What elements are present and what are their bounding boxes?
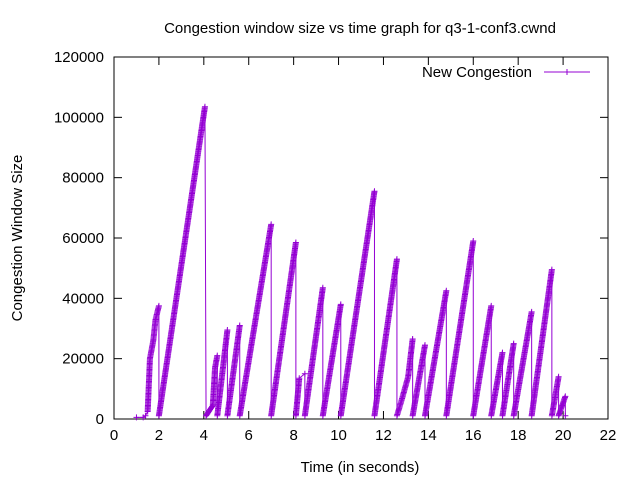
x-tick-label: 6 <box>245 427 253 444</box>
y-tick-label: 60000 <box>62 230 104 247</box>
x-tick-label: 20 <box>555 427 572 444</box>
series-marker-path <box>133 103 569 421</box>
legend: New Congestion <box>422 64 590 81</box>
x-tick-label: 22 <box>600 427 617 444</box>
x-tick-label: 16 <box>465 427 482 444</box>
y-tick-label: 0 <box>96 411 104 428</box>
y-tick-label: 120000 <box>54 49 104 66</box>
y-tick-label: 80000 <box>62 170 104 187</box>
y-axis-ticks: 0 20000 40000 60000 80000 100000 120000 <box>54 49 608 428</box>
y-axis-label: Congestion Window Size <box>9 155 26 322</box>
legend-label: New Congestion <box>422 64 532 81</box>
series-markers <box>133 103 569 421</box>
x-axis-ticks: 0 2 4 6 8 10 12 14 16 18 20 22 <box>110 57 617 444</box>
chart-title: Congestion window size vs time graph for… <box>164 20 556 37</box>
x-tick-label: 8 <box>289 427 297 444</box>
y-tick-label: 100000 <box>54 109 104 126</box>
x-tick-label: 10 <box>330 427 347 444</box>
x-axis-label: Time (in seconds) <box>301 459 420 476</box>
x-tick-label: 0 <box>110 427 118 444</box>
y-tick-label: 40000 <box>62 290 104 307</box>
x-tick-label: 2 <box>155 427 163 444</box>
legend-marker <box>564 69 570 75</box>
x-tick-label: 18 <box>510 427 527 444</box>
series-layer <box>133 103 569 421</box>
x-tick-label: 14 <box>420 427 437 444</box>
x-tick-label: 12 <box>375 427 392 444</box>
y-tick-label: 20000 <box>62 351 104 368</box>
x-tick-label: 4 <box>200 427 208 444</box>
